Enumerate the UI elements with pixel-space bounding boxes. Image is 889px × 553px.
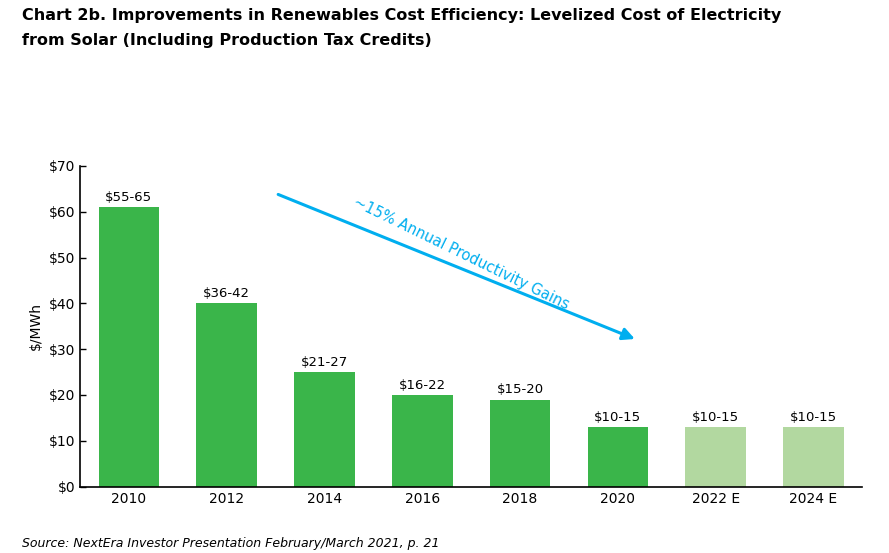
Bar [294,372,355,487]
Text: Source: NextEra Investor Presentation February/March 2021, p. 21: Source: NextEra Investor Presentation Fe… [22,537,440,550]
Bar [783,427,844,487]
Text: $21-27: $21-27 [300,356,348,369]
Text: $10-15: $10-15 [692,411,740,424]
Bar [685,427,746,487]
Bar [490,400,550,487]
Bar [392,395,453,487]
Bar [99,207,159,487]
Text: Chart 2b. Improvements in Renewables Cost Efficiency: Levelized Cost of Electric: Chart 2b. Improvements in Renewables Cos… [22,8,781,23]
Text: $15-20: $15-20 [496,383,544,397]
Text: from Solar (Including Production Tax Credits): from Solar (Including Production Tax Cre… [22,33,432,48]
Text: ~15% Annual Productivity Gains: ~15% Annual Productivity Gains [351,194,572,312]
Text: $55-65: $55-65 [105,191,153,204]
Text: $10-15: $10-15 [594,411,642,424]
Text: $10-15: $10-15 [789,411,837,424]
Text: $36-42: $36-42 [204,287,250,300]
Text: $16-22: $16-22 [398,379,446,392]
Bar [588,427,648,487]
Bar [196,304,257,487]
Y-axis label: $/MWh: $/MWh [29,302,43,350]
